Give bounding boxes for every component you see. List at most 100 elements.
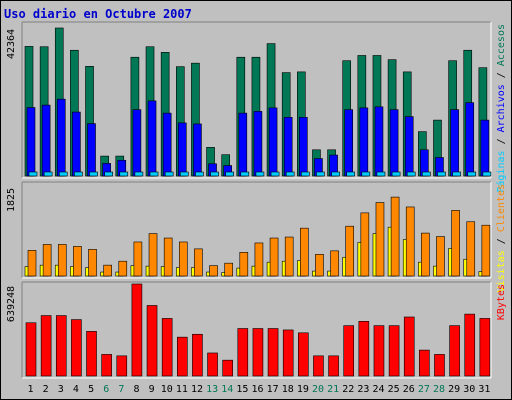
x-tick-label-19: 19 <box>297 384 309 395</box>
bar-kbytes-5 <box>86 331 97 377</box>
bar-kbytes-1 <box>25 322 37 377</box>
bar-clientes-3 <box>57 244 67 277</box>
bar-paginas-28 <box>437 171 446 177</box>
chart-title: Uso diario en Octubre 2007 <box>4 7 192 21</box>
legend-visitas: Visitas <box>496 250 507 292</box>
x-tick-label-24: 24 <box>373 384 385 395</box>
legend-separator: / <box>496 232 507 250</box>
x-tick-label-13: 13 <box>206 384 218 395</box>
x-tick-label-26: 26 <box>403 384 415 395</box>
panel-2-legend: Visitas / Clientes <box>496 184 507 292</box>
bar-clientes-30 <box>466 221 476 277</box>
bar-kbytes-22 <box>343 325 355 377</box>
bar-paginas-31 <box>482 171 492 177</box>
bar-archivos-5 <box>87 123 96 177</box>
x-tick-label-4: 4 <box>73 384 79 395</box>
bar-paginas-29 <box>452 171 461 177</box>
x-tick-label-20: 20 <box>312 384 324 395</box>
bar-kbytes-29 <box>449 325 460 377</box>
panel-1-ymax-label: 42364 <box>6 29 17 59</box>
bar-kbytes-17 <box>267 328 279 377</box>
bar-archivos-16 <box>253 111 263 177</box>
bar-paginas-8 <box>134 171 144 177</box>
x-tick-label-9: 9 <box>149 384 155 395</box>
bar-paginas-22 <box>346 171 356 177</box>
panel-2-ymax-label: 1825 <box>6 188 17 212</box>
x-tick-label-29: 29 <box>448 384 460 395</box>
bar-clientes-24 <box>375 202 385 277</box>
bar-clientes-7 <box>118 260 128 277</box>
x-tick-label-17: 17 <box>267 384 279 395</box>
bar-paginas-27 <box>422 171 431 177</box>
bar-archivos-1 <box>26 107 36 177</box>
bar-archivos-31 <box>480 119 490 177</box>
x-tick-label-23: 23 <box>357 384 369 395</box>
x-tick-label-12: 12 <box>191 384 203 395</box>
bar-archivos-19 <box>299 117 308 177</box>
bar-clientes-20 <box>315 254 324 277</box>
bar-archivos-26 <box>404 116 414 177</box>
bar-clientes-14 <box>224 262 233 277</box>
bar-kbytes-14 <box>222 359 233 377</box>
x-tick-label-14: 14 <box>221 384 233 395</box>
bar-clientes-15 <box>239 252 249 277</box>
bar-archivos-29 <box>450 109 459 177</box>
bar-paginas-1 <box>28 171 38 177</box>
bar-archivos-23 <box>359 107 369 177</box>
bar-clientes-11 <box>178 241 188 277</box>
bar-paginas-25 <box>391 171 401 177</box>
bar-clientes-26 <box>405 206 415 277</box>
legend-archivos: Archivos <box>496 84 507 132</box>
panel-3-ymax-label: 639248 <box>6 286 17 322</box>
bar-paginas-21 <box>331 171 340 177</box>
bar-kbytes-7 <box>116 355 128 377</box>
bar-paginas-6 <box>104 171 113 177</box>
bar-kbytes-9 <box>146 305 158 377</box>
x-tick-label-31: 31 <box>478 384 490 395</box>
bar-clientes-8 <box>133 241 143 277</box>
x-tick-label-21: 21 <box>327 384 339 395</box>
bar-clientes-28 <box>436 236 445 277</box>
bar-kbytes-23 <box>358 321 370 377</box>
bar-kbytes-4 <box>71 319 82 377</box>
bar-clientes-18 <box>284 236 294 277</box>
legend-accesos: Accesos <box>496 24 507 66</box>
bar-archivos-3 <box>56 98 66 177</box>
x-tick-label-8: 8 <box>133 384 139 395</box>
bar-paginas-20 <box>316 171 325 177</box>
bar-kbytes-21 <box>328 355 339 377</box>
legend-separator: / <box>496 66 507 84</box>
bar-kbytes-31 <box>479 318 491 377</box>
x-tick-label-1: 1 <box>28 384 34 395</box>
bar-kbytes-25 <box>388 325 400 377</box>
bar-clientes-4 <box>73 246 82 277</box>
bar-clientes-17 <box>269 237 279 277</box>
x-tick-label-15: 15 <box>236 384 248 395</box>
bar-archivos-9 <box>147 100 157 177</box>
bar-clientes-12 <box>194 248 203 277</box>
bar-archivos-4 <box>72 111 81 177</box>
bar-archivos-8 <box>132 109 142 177</box>
bar-archivos-22 <box>344 109 354 177</box>
legend-clientes: Clientes <box>496 184 507 232</box>
bar-paginas-4 <box>74 171 83 177</box>
bar-clientes-23 <box>360 212 370 277</box>
bar-kbytes-27 <box>419 349 430 377</box>
bar-paginas-26 <box>406 171 416 177</box>
bar-paginas-9 <box>149 171 159 177</box>
bar-paginas-7 <box>119 171 129 177</box>
x-tick-label-16: 16 <box>251 384 263 395</box>
bar-clientes-16 <box>254 242 264 277</box>
bar-paginas-18 <box>285 171 295 177</box>
bar-clientes-10 <box>163 237 173 277</box>
bar-archivos-24 <box>374 106 384 177</box>
bar-archivos-12 <box>193 123 202 177</box>
bar-clientes-6 <box>103 264 112 277</box>
bar-kbytes-12 <box>192 333 203 377</box>
bar-paginas-17 <box>270 171 280 177</box>
bar-kbytes-26 <box>403 316 415 377</box>
x-tick-label-18: 18 <box>282 384 294 395</box>
bar-paginas-10 <box>164 171 174 177</box>
